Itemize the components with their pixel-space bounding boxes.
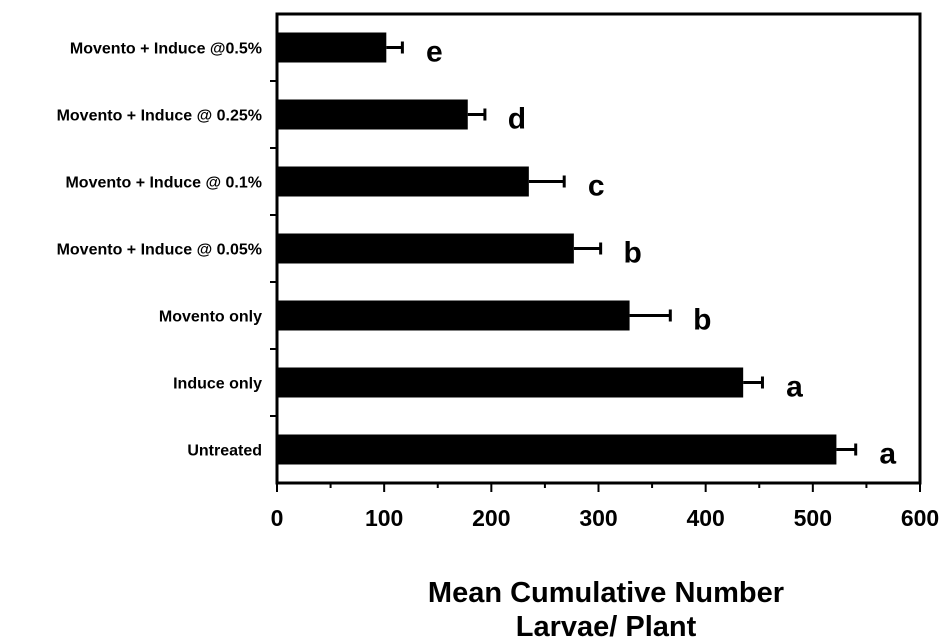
significance-letter: c [588,170,605,203]
significance-letter: e [426,36,443,69]
category-label: Movento only [159,309,262,326]
bar [277,300,630,331]
x-tick-label: 100 [365,505,403,531]
x-axis-title-line-2: Larvae/ Plant [516,611,697,643]
x-tick-label: 500 [794,505,832,531]
y-axis: Movento + Induce @0.5% Movento + Induce @… [57,41,277,460]
bar [277,32,387,63]
x-tick-label: 600 [901,505,939,531]
category-label: Movento + Induce @0.5% [70,41,262,58]
significance-letter: a [786,371,803,404]
bar [277,434,837,465]
bar [277,367,744,398]
significance-letters-group: e d c b b a a [426,36,896,471]
x-tick-label: 300 [579,505,617,531]
bar [277,166,529,197]
category-label: Induce only [173,376,262,393]
x-tick-label: 0 [271,505,284,531]
x-tick-label: 200 [472,505,510,531]
category-label: Movento + Induce @ 0.05% [57,242,262,259]
significance-letter: b [623,237,641,270]
category-label: Movento + Induce @ 0.1% [65,175,262,192]
significance-letter: d [508,103,526,136]
x-tick-label: 400 [686,505,724,531]
significance-letter: a [879,438,896,471]
bar [277,233,574,264]
significance-letter: b [693,304,711,337]
x-axis: 0 100 200 300 400 500 600 [271,483,939,531]
bars-group [277,32,837,465]
category-label: Movento + Induce @ 0.25% [57,108,262,125]
error-bars-group [386,41,858,456]
x-axis-title-line-1: Mean Cumulative Number [428,577,784,609]
category-label: Untreated [187,443,262,460]
bar [277,99,468,130]
